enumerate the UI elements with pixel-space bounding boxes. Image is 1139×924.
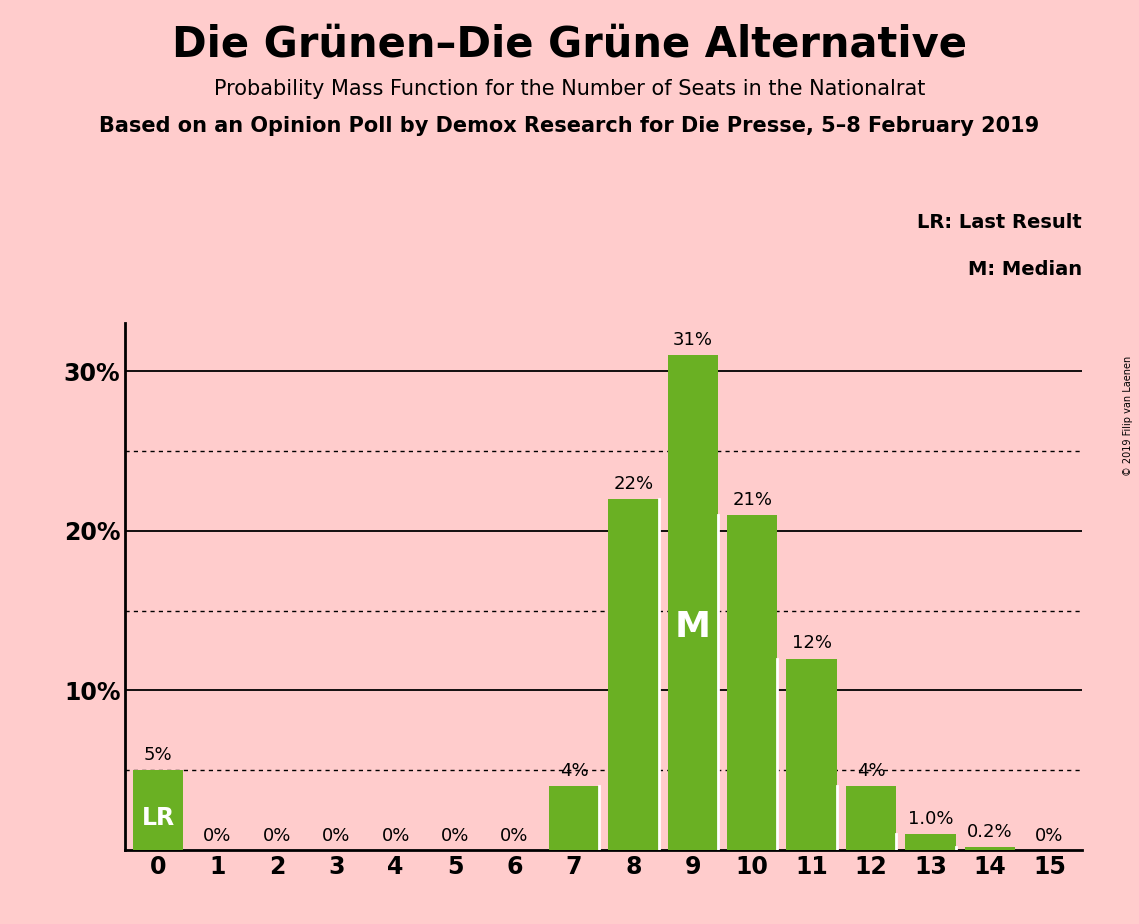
Text: 0%: 0%	[382, 827, 410, 845]
Bar	[549, 786, 599, 850]
Bar	[667, 356, 718, 850]
Text: 0%: 0%	[1035, 827, 1064, 845]
Text: Probability Mass Function for the Number of Seats in the Nationalrat: Probability Mass Function for the Number…	[214, 79, 925, 99]
Text: LR: LR	[141, 806, 174, 830]
Text: 4%: 4%	[559, 762, 588, 780]
Bar	[906, 834, 956, 850]
Text: Die Grünen–Die Grüne Alternative: Die Grünen–Die Grüne Alternative	[172, 23, 967, 65]
Text: 0.2%: 0.2%	[967, 822, 1013, 841]
Text: LR: Last Result: LR: Last Result	[917, 213, 1082, 232]
Text: 0%: 0%	[500, 827, 528, 845]
Bar	[846, 786, 896, 850]
Text: 22%: 22%	[613, 475, 654, 492]
Text: M: Median: M: Median	[968, 261, 1082, 279]
Text: 31%: 31%	[673, 331, 713, 349]
Text: M: M	[674, 611, 711, 644]
Text: 12%: 12%	[792, 634, 831, 652]
Bar	[608, 499, 658, 850]
Text: 4%: 4%	[857, 762, 885, 780]
Bar	[133, 771, 183, 850]
Text: 0%: 0%	[441, 827, 469, 845]
Text: 5%: 5%	[144, 746, 172, 764]
Text: © 2019 Filip van Laenen: © 2019 Filip van Laenen	[1123, 356, 1133, 476]
Bar	[727, 515, 778, 850]
Text: 1.0%: 1.0%	[908, 809, 953, 828]
Text: 0%: 0%	[322, 827, 351, 845]
Bar	[786, 659, 837, 850]
Text: 0%: 0%	[203, 827, 231, 845]
Text: 21%: 21%	[732, 491, 772, 508]
Text: 0%: 0%	[263, 827, 290, 845]
Bar	[965, 847, 1015, 850]
Text: Based on an Opinion Poll by Demox Research for Die Presse, 5–8 February 2019: Based on an Opinion Poll by Demox Resear…	[99, 116, 1040, 136]
